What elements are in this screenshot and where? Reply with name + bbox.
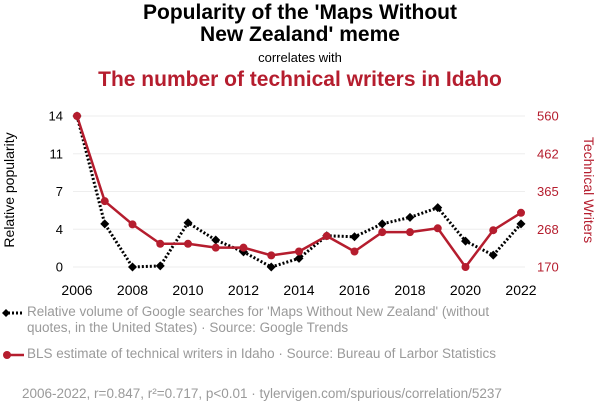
y-tick-label-right: 170 [537, 260, 559, 275]
data-point-series1 [128, 262, 137, 272]
chart-title-secondary: The number of technical writers in Idaho [98, 68, 502, 91]
x-tick-label: 2006 [61, 282, 92, 298]
legend-markers [2, 309, 24, 359]
chart-title: Popularity of the 'Maps Without New Zeal… [143, 1, 457, 46]
legend-marker-series1 [2, 309, 10, 317]
data-point-series1 [211, 235, 221, 245]
x-tick-label: 2018 [394, 282, 425, 298]
data-point-series2 [489, 226, 498, 235]
data-point-series2 [211, 243, 220, 252]
data-point-series1 [433, 203, 443, 213]
correlates-label: correlates with [258, 50, 342, 65]
y-tick-label-right: 365 [537, 184, 559, 199]
data-point-series1 [377, 219, 387, 229]
x-tick-label: 2010 [172, 282, 203, 298]
y-tick-label-left: 0 [56, 260, 63, 275]
y-axis-label-right: Technical Writers [581, 137, 597, 243]
x-tick-label: 2008 [117, 282, 148, 298]
y-tick-label-right: 560 [537, 109, 559, 124]
data-point-series2 [267, 251, 276, 260]
y-axis-label-left: Relative popularity [1, 132, 17, 247]
data-point-series2 [100, 197, 109, 206]
legend-entry-series2: BLS estimate of technical writers in Ida… [27, 346, 496, 361]
x-tick-label: 2014 [283, 282, 314, 298]
legend-entry-series1: Relative volume of Google searches for '… [27, 304, 490, 335]
data-point-series2 [406, 228, 414, 237]
y-tick-label-right: 462 [537, 146, 559, 161]
y-tick-label-right: 268 [537, 222, 559, 237]
data-point-series2 [184, 239, 192, 248]
data-point-series2 [517, 208, 525, 217]
data-point-series1 [294, 253, 304, 263]
data-point-series1 [350, 232, 359, 242]
footer-stats: 2006-2022, r=0.847, r²=0.717, p<0.01 · t… [22, 386, 502, 401]
data-point-series2 [461, 263, 470, 271]
data-point-series2 [295, 247, 303, 256]
data-point-series2 [73, 112, 81, 120]
data-point-series2 [156, 239, 165, 248]
data-point-series2 [350, 247, 359, 256]
data-point-series1 [183, 218, 193, 228]
x-tick-label: 2022 [505, 282, 536, 298]
tick-labels: 0 170 4 268 7 365 11 462 14 560 2006 2008 2010 2012 20… [49, 109, 559, 299]
data-point-series1 [155, 261, 165, 271]
data-point-series1 [266, 262, 276, 272]
data-point-series2 [322, 232, 331, 241]
series-markers [72, 111, 526, 272]
data-point-series2 [378, 228, 387, 237]
legend-marker-series2 [3, 351, 11, 359]
data-point-series1 [405, 212, 415, 222]
y-tick-label-left: 14 [49, 109, 63, 124]
x-tick-label: 2016 [339, 282, 370, 298]
gridlines [73, 115, 525, 268]
y-tick-label-left: 11 [50, 146, 64, 161]
data-point-series2 [239, 243, 248, 252]
x-tick-label: 2020 [450, 282, 481, 298]
x-tick-label: 2012 [228, 282, 259, 298]
data-point-series2 [128, 220, 137, 229]
data-point-series1 [516, 219, 526, 229]
data-point-series2 [433, 224, 442, 233]
data-point-series1 [100, 219, 110, 229]
data-point-series1 [488, 250, 498, 260]
data-point-series1 [461, 236, 470, 246]
y-tick-label-left: 7 [56, 184, 63, 199]
y-tick-label-left: 4 [56, 222, 63, 237]
